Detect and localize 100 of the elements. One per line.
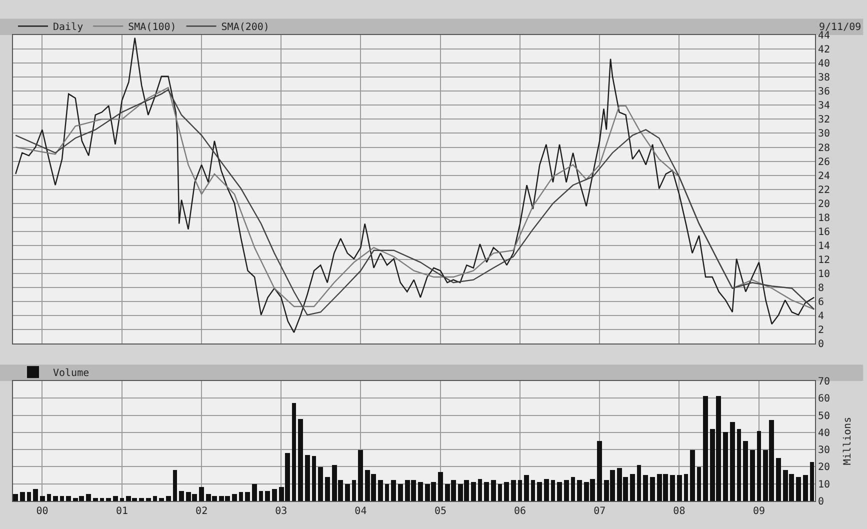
bar [265,490,270,501]
bar [398,484,403,501]
y-tick-label: 44 [818,30,830,42]
bar [577,480,582,501]
bar [511,480,516,501]
bar [803,474,808,501]
bar [776,458,781,501]
x-tick-label: 04 [354,506,367,517]
bar [637,464,641,501]
y-tick-label: 20 [818,198,830,210]
bar [312,456,316,501]
bar [551,480,555,501]
y-tick-label: 28 [818,142,830,154]
bar [697,466,701,501]
bar [498,484,502,501]
x-tick-label: 02 [196,506,208,517]
x-tick-label: 06 [514,506,526,517]
bar [544,478,549,501]
bar [670,474,675,501]
bar [504,482,509,501]
y-tick-label: 26 [818,156,830,168]
legend-label: Volume [53,368,90,379]
bar [810,462,814,501]
bar [684,474,688,501]
y-tick-label: 60 [818,394,830,405]
bar [33,488,38,501]
bar [120,498,124,501]
bar [564,480,569,501]
bar [703,396,708,501]
y-tick-label: 18 [818,212,830,224]
bar [796,476,801,501]
bar [630,474,635,501]
y-tick-label: 22 [818,184,830,196]
bar [345,484,350,501]
bar [86,494,91,501]
bar [391,480,396,501]
bar [146,498,151,501]
y-tick-label: 0 [818,496,824,508]
bar [643,474,648,501]
y-tick-label: 2 [818,325,824,336]
bar [298,418,303,501]
bar [352,480,356,501]
legend-label: SMA(100) [128,22,176,33]
y-tick-label: 12 [818,254,830,266]
y-tick-label: 40 [818,428,830,439]
bar [571,476,575,501]
bar [40,496,45,501]
bar [159,498,164,501]
bar [677,474,682,501]
bar [166,496,171,501]
bar [743,440,748,501]
bar [597,440,602,501]
x-tick-label: 03 [275,506,288,517]
bar [232,494,237,501]
bar [690,450,695,501]
bar [113,496,118,501]
line-series [15,37,815,334]
y-tick-label: 4 [818,311,824,322]
bar [20,492,25,501]
bar [173,470,177,501]
bar [531,480,535,501]
y-tick-label: 34 [818,100,830,112]
bar [537,482,542,501]
y-tick-label: 38 [818,72,830,84]
bar [13,494,18,501]
bar [153,496,157,501]
y-tick-label: 10 [818,479,830,490]
y-tick-label: 10 [818,269,830,280]
bar [60,496,64,501]
bar [252,484,257,501]
y-tick-label: 20 [818,462,830,474]
bar [378,480,383,501]
x-tick-label: 07 [594,506,606,517]
y-tick-label: 14 [818,240,830,252]
bar [484,482,489,501]
bar [53,496,58,501]
bar [723,432,728,501]
y-tick-label: 42 [818,44,830,56]
y-tick-label: 0 [818,339,824,350]
y-tick-label: 36 [818,86,830,98]
bar [730,422,735,501]
y-tick-label: 30 [818,128,830,140]
bar [478,478,482,501]
bar [325,476,330,501]
legend-label: Daily [53,22,84,33]
x-tick-label: 09 [752,506,766,517]
y-tick-label: 32 [818,114,830,126]
bar [358,450,363,501]
y-tick-label: 6 [818,297,824,308]
x-tick-label: 08 [673,506,686,517]
legend-label: SMA(200) [221,22,270,33]
y-tick-label: 30 [818,445,830,456]
bar [557,482,562,501]
bar [179,490,184,501]
bar [47,494,51,501]
bar [650,476,655,501]
bar [106,498,111,501]
y-axis-title: Millions [842,416,854,466]
bar [750,450,755,501]
bar [66,496,71,501]
